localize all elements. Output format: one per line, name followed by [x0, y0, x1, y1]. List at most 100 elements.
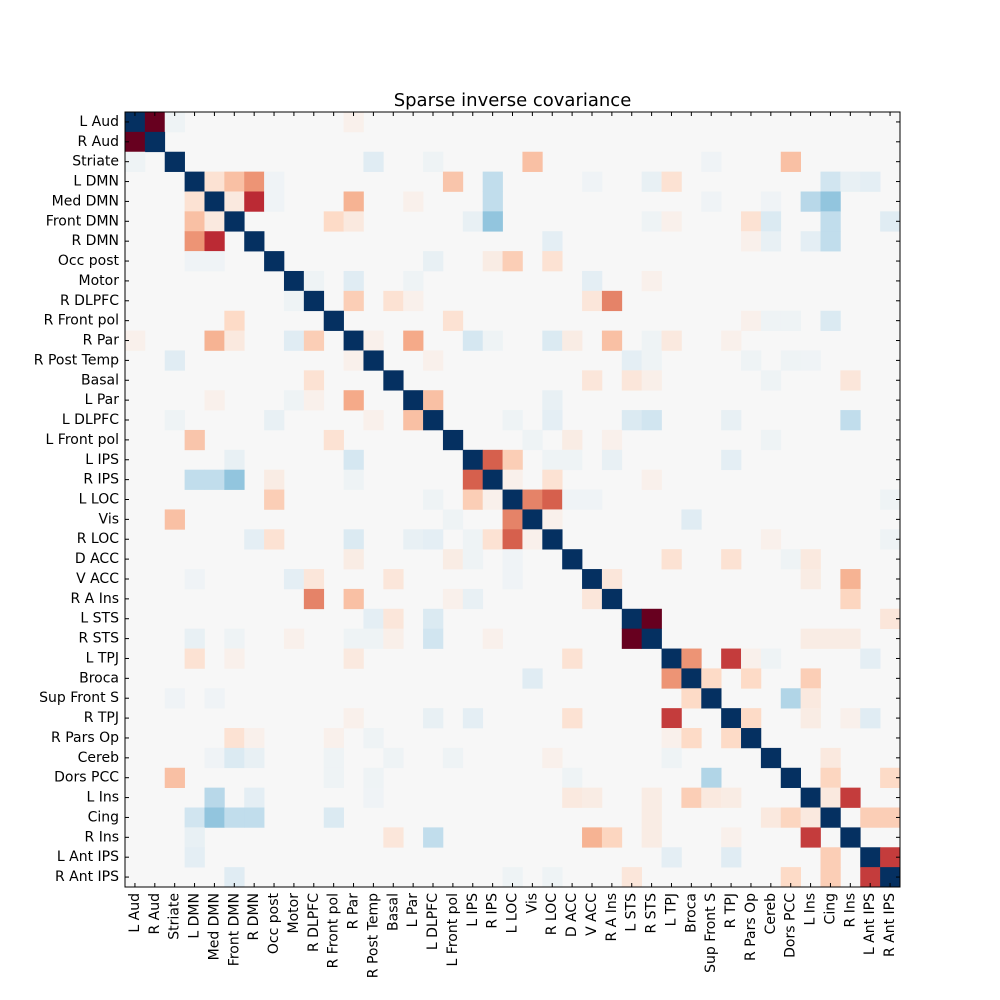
heatmap-cell	[820, 767, 841, 788]
heatmap-cell	[283, 270, 305, 292]
heatmap-cell	[482, 628, 503, 649]
heatmap-cell	[601, 449, 623, 471]
heatmap-cell	[661, 648, 682, 669]
x-tick-label: Basal	[385, 893, 401, 931]
heatmap-cell	[303, 588, 325, 610]
heatmap-cell	[641, 171, 662, 192]
heatmap-cell	[204, 787, 225, 808]
x-tick-label: Cing	[822, 893, 838, 924]
heatmap-cell	[244, 807, 265, 828]
heatmap-cell	[283, 330, 305, 351]
heatmap-cell	[283, 628, 305, 649]
heatmap-cell	[562, 648, 583, 669]
heatmap-cell	[621, 410, 643, 431]
heatmap-cell	[780, 807, 801, 828]
heatmap-cell	[701, 191, 722, 212]
heatmap-cell	[502, 469, 523, 490]
heatmap-cell	[502, 489, 523, 510]
heatmap-cell	[204, 469, 225, 490]
y-tick-label: L DLPFC	[62, 412, 119, 428]
heatmap-cell	[721, 549, 742, 570]
heatmap-cell	[681, 668, 702, 689]
heatmap-cell	[482, 330, 503, 351]
heatmap-cell	[343, 330, 364, 351]
heatmap-cell	[204, 171, 225, 192]
heatmap-cell	[264, 251, 285, 272]
heatmap-cell	[423, 251, 444, 272]
heatmap-cell	[482, 211, 503, 232]
y-tick-label: R LOC	[77, 531, 119, 547]
heatmap-cell	[283, 290, 305, 312]
heatmap-cell	[860, 807, 881, 828]
y-tick-label: R Aud	[77, 134, 119, 150]
y-tick-label: L TPJ	[86, 650, 119, 666]
heatmap-cell	[204, 191, 225, 212]
heatmap-cell	[701, 151, 722, 172]
heatmap-cell	[264, 489, 285, 510]
y-tick-label: R Pars Op	[51, 730, 119, 746]
heatmap-cell	[641, 469, 662, 490]
heatmap-cell	[800, 708, 821, 729]
heatmap-cell	[244, 529, 265, 550]
heatmap-cell	[840, 827, 861, 848]
heatmap-cell	[184, 251, 205, 272]
y-tick-label: L DMN	[73, 174, 119, 190]
heatmap-cell	[224, 211, 245, 232]
heatmap-cell	[184, 827, 205, 848]
heatmap-cell	[542, 449, 563, 471]
heatmap-cell	[721, 787, 742, 808]
heatmap-cell	[840, 588, 861, 610]
heatmap-cell	[204, 231, 225, 252]
heatmap-cell	[880, 847, 901, 868]
heatmap-cell	[800, 549, 821, 570]
heatmap-cell	[820, 310, 841, 331]
heatmap-cell	[601, 330, 623, 351]
heatmap-cell	[482, 529, 503, 550]
heatmap-cell	[343, 588, 364, 610]
heatmap-cell	[780, 688, 801, 709]
heatmap-cell	[562, 429, 583, 451]
heatmap-cell	[502, 509, 523, 530]
heatmap-cell	[482, 171, 503, 192]
x-tick-label: Occ post	[266, 892, 282, 954]
x-tick-label: R Ins	[842, 893, 858, 927]
heatmap-cell	[363, 787, 384, 808]
heatmap-cell	[800, 231, 821, 252]
x-tick-label: R Aud	[147, 893, 163, 935]
y-tick-label: Broca	[79, 670, 119, 686]
heatmap-cell	[502, 410, 523, 431]
heatmap-cell	[224, 807, 245, 828]
x-tick-label: L Ins	[803, 893, 819, 926]
heatmap-cell	[184, 429, 205, 451]
heatmap-cell	[760, 370, 782, 391]
heatmap-cell	[224, 330, 245, 351]
heatmap-cell	[462, 708, 484, 729]
heatmap-cell	[641, 827, 662, 848]
x-tick-label: Cereb	[763, 893, 779, 934]
heatmap-cell	[363, 151, 384, 172]
x-tick-label: R Par	[346, 893, 362, 930]
heatmap-cell	[661, 728, 682, 749]
heatmap-cell	[820, 171, 841, 192]
heatmap-cell	[880, 807, 901, 828]
heatmap-cell	[542, 251, 563, 272]
heatmap-cell	[363, 410, 384, 431]
heatmap-cell	[502, 529, 523, 550]
x-tick-label: L STS	[624, 893, 640, 932]
heatmap-cell	[303, 569, 325, 590]
heatmap-cell	[204, 688, 225, 709]
heatmap-cell	[164, 509, 185, 530]
heatmap-cell	[582, 787, 603, 808]
heatmap-cell	[522, 529, 543, 550]
heatmap-cell	[164, 350, 185, 371]
heatmap-cell	[423, 489, 444, 510]
x-tick-label: L LOC	[505, 893, 521, 934]
heatmap-cell	[880, 211, 901, 232]
heatmap-cell	[522, 429, 543, 451]
x-tick-label: R Post Temp	[365, 893, 381, 978]
heatmap-cell	[721, 827, 742, 848]
heatmap-cell	[820, 747, 841, 769]
heatmap-cell	[403, 410, 424, 431]
heatmap-cell	[343, 112, 364, 133]
